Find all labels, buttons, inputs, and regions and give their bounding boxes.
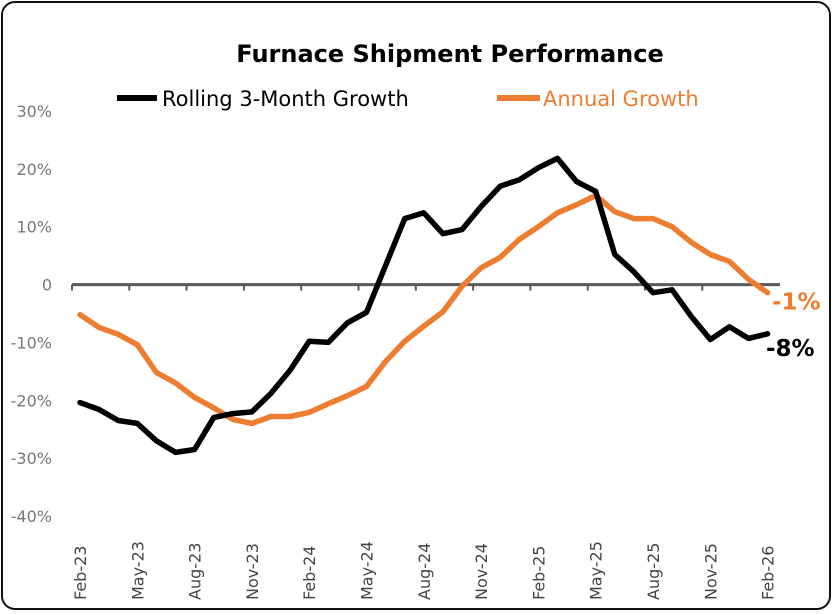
y-tick-label: -30% [11, 449, 52, 468]
x-tick-label: Feb-23 [71, 546, 90, 600]
y-tick-label: 30% [16, 102, 52, 121]
y-tick-label: 20% [16, 160, 52, 179]
x-tick-label: May-23 [128, 541, 147, 600]
y-tick-label: 10% [16, 218, 52, 237]
end-label-annual: -1% [772, 290, 821, 316]
y-tick-label: -10% [11, 333, 52, 352]
x-tick-label: Aug-24 [415, 543, 434, 600]
end-label-rolling: -8% [766, 336, 815, 362]
x-tick-label: Feb-26 [759, 546, 778, 600]
x-tick-label: Nov-24 [472, 543, 491, 600]
x-tick-label: Feb-24 [300, 546, 319, 600]
x-tick-label: May-24 [358, 541, 377, 600]
x-tick-label: Nov-25 [701, 543, 720, 600]
y-tick-label: 0 [42, 276, 52, 295]
chart-title: Furnace Shipment Performance [236, 40, 664, 68]
legend-label-rolling: Rolling 3-Month Growth [162, 87, 409, 111]
x-tick-label: Aug-25 [644, 543, 663, 600]
annual-growth-line [77, 192, 771, 427]
y-tick-label: -20% [11, 391, 52, 410]
y-tick-label: -40% [11, 507, 52, 526]
legend-label-annual: Annual Growth [543, 87, 699, 111]
x-tick-label: Aug-23 [186, 543, 205, 600]
x-tick-label: Nov-23 [243, 543, 262, 600]
x-tick-label: May-25 [587, 541, 606, 600]
x-tick-label: Feb-25 [529, 546, 548, 600]
legend: Rolling 3-Month Growth Annual Growth [117, 87, 699, 111]
rolling-3-month-growth-line [77, 155, 771, 456]
